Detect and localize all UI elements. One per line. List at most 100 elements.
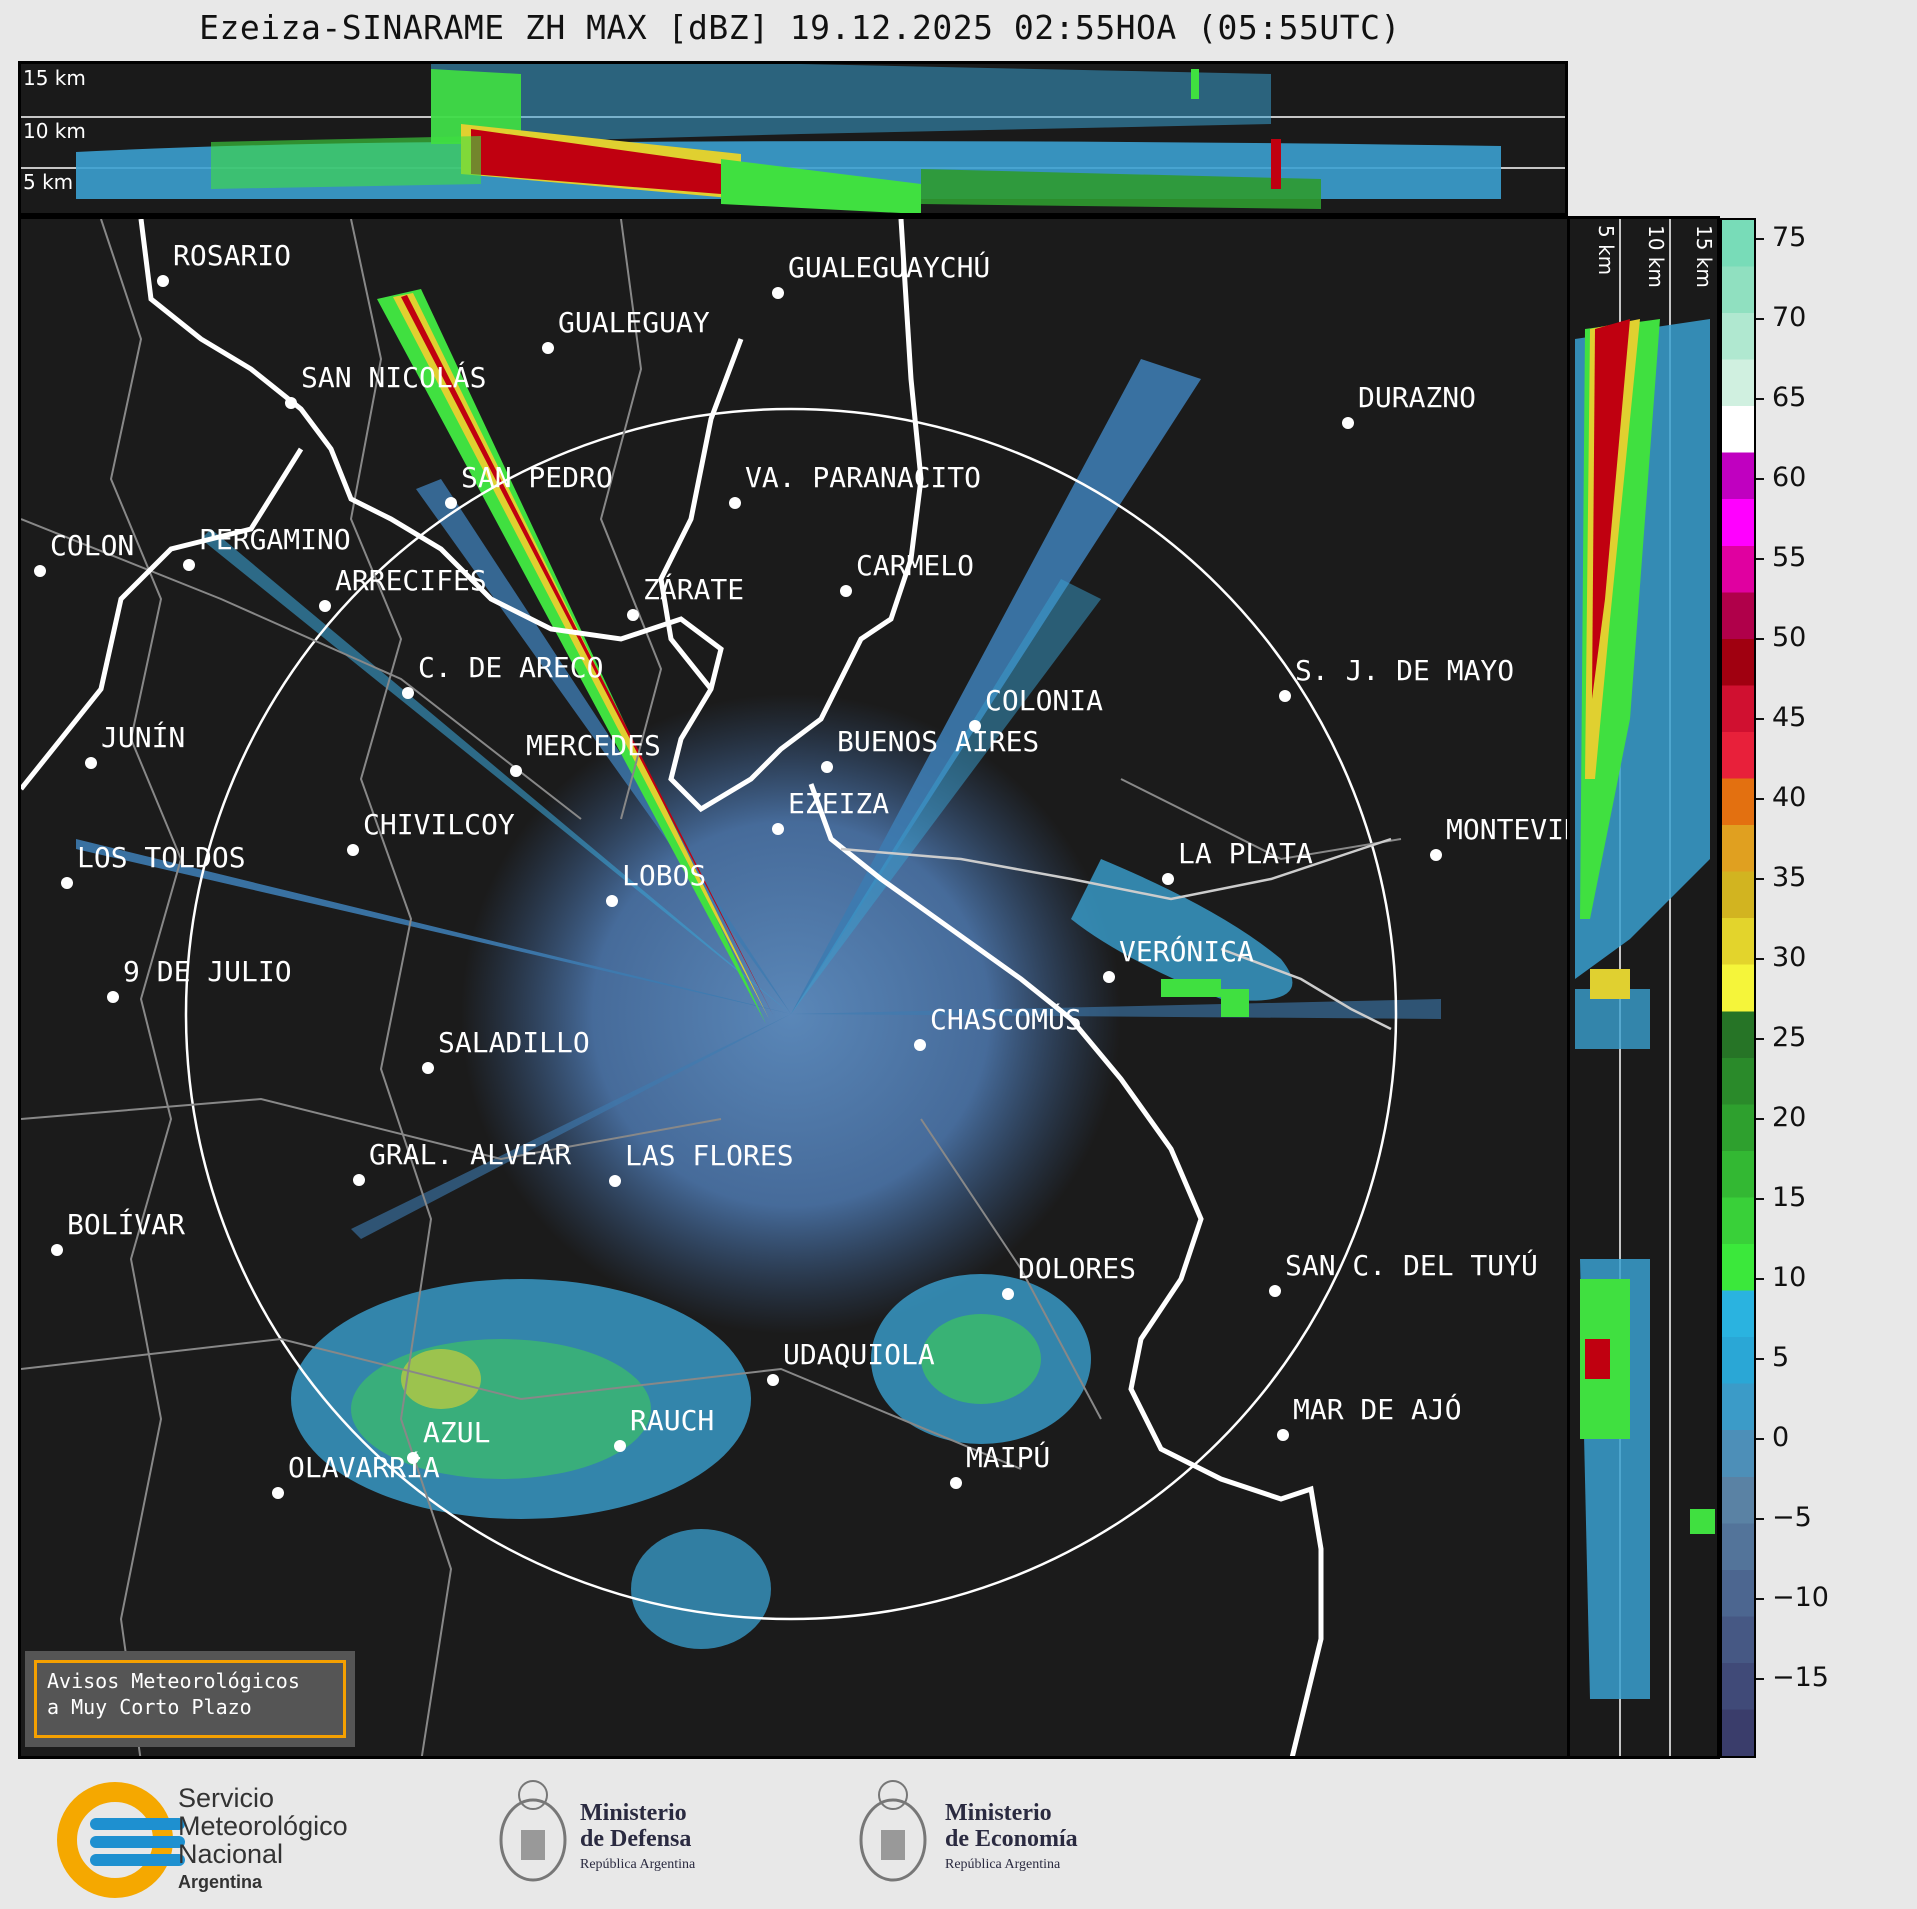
city-dot bbox=[729, 497, 741, 509]
city-dot bbox=[767, 1374, 779, 1386]
economia-line-3: República Argentina bbox=[945, 1857, 1061, 1872]
city-label: MERCEDES bbox=[526, 729, 661, 762]
city-label: ARRECIFES bbox=[335, 564, 487, 597]
city-label: CARMELO bbox=[856, 549, 974, 582]
city-dot bbox=[402, 687, 414, 699]
colorbar-tick-label: 15 bbox=[1756, 1182, 1806, 1213]
range-ring bbox=[184, 407, 1398, 1621]
smn-line-1: Servicio bbox=[178, 1783, 275, 1813]
city-marker[interactable]: GRAL. ALVEAR bbox=[353, 1138, 571, 1186]
echo-spoke-strong bbox=[377, 289, 766, 1024]
city-marker[interactable]: S. J. DE MAYO bbox=[1279, 654, 1514, 702]
city-marker[interactable]: MERCEDES bbox=[510, 729, 661, 777]
top-cross-section-plot bbox=[21, 64, 1565, 213]
side-cross-section: 5 km 10 km 15 km bbox=[1570, 216, 1720, 1759]
city-marker[interactable]: CARMELO bbox=[840, 549, 974, 597]
city-dot bbox=[1269, 1285, 1281, 1297]
radar-map-plot: ROSARIO GUALEGUAYCHÚ GUALEGUAY SAN NICOLÁS D… bbox=[21, 219, 1570, 1756]
city-marker[interactable]: ZÁRATE bbox=[627, 572, 744, 621]
city-marker[interactable]: RAUCH bbox=[614, 1404, 714, 1452]
city-label: MAR DE AJÓ bbox=[1293, 1392, 1462, 1426]
city-dot bbox=[422, 1062, 434, 1074]
city-marker[interactable]: EZEIZA bbox=[772, 787, 889, 835]
colorbar-tick-label: 55 bbox=[1756, 542, 1806, 573]
city-marker[interactable]: 9 DE JULIO bbox=[107, 955, 292, 1003]
city-marker[interactable]: COLON bbox=[34, 529, 134, 577]
city-marker[interactable]: UDAQUIOLA bbox=[767, 1338, 935, 1386]
city-marker[interactable]: DOLORES bbox=[1002, 1252, 1136, 1300]
aviso-line-2: a Muy Corto Plazo bbox=[47, 1695, 252, 1719]
aviso-box[interactable]: Avisos Meteorológicos a Muy Corto Plazo bbox=[25, 1651, 355, 1747]
city-label: JUNÍN bbox=[101, 720, 185, 754]
city-dot bbox=[51, 1244, 63, 1256]
city-marker[interactable]: PERGAMINO bbox=[183, 523, 351, 571]
city-marker[interactable]: AZUL bbox=[407, 1416, 490, 1464]
city-marker[interactable]: OLAVARRÍA bbox=[272, 1450, 440, 1499]
city-marker[interactable]: MONTEVIDEO bbox=[1430, 813, 1570, 861]
footer: Servicio Meteorológico Nacional Argentin… bbox=[0, 1760, 1917, 1909]
colorbar-tick-label: 75 bbox=[1756, 222, 1806, 253]
city-marker[interactable]: LA PLATA bbox=[1162, 837, 1313, 885]
city-dot bbox=[107, 991, 119, 1003]
city-marker[interactable]: LOS TOLDOS bbox=[61, 841, 246, 889]
city-label: AZUL bbox=[423, 1416, 490, 1449]
city-marker[interactable]: GUALEGUAY bbox=[542, 306, 710, 354]
city-marker[interactable]: C. DE ARECO bbox=[402, 651, 603, 699]
city-marker[interactable]: DURAZNO bbox=[1342, 381, 1476, 429]
economia-line-1: Ministerio bbox=[945, 1800, 1052, 1826]
city-marker[interactable]: LOBOS bbox=[606, 859, 706, 907]
city-marker[interactable]: VA. PARANACITO bbox=[729, 461, 981, 509]
city-dot bbox=[969, 720, 981, 732]
city-dot bbox=[1103, 971, 1115, 983]
city-marker[interactable]: GUALEGUAYCHÚ bbox=[772, 250, 990, 299]
city-marker[interactable]: MAIPÚ bbox=[950, 1440, 1050, 1489]
city-label: COLONIA bbox=[985, 684, 1103, 717]
city-dot bbox=[821, 761, 833, 773]
city-marker[interactable]: SAN NICOLÁS bbox=[285, 360, 486, 409]
city-marker[interactable]: ARRECIFES bbox=[319, 564, 487, 612]
city-marker[interactable]: VERÓNICA bbox=[1103, 934, 1254, 983]
colorbar-tick-label: −10 bbox=[1756, 1582, 1829, 1613]
city-marker[interactable]: MAR DE AJÓ bbox=[1277, 1392, 1462, 1441]
city-marker[interactable]: BOLÍVAR bbox=[51, 1207, 185, 1256]
city-marker[interactable]: LAS FLORES bbox=[609, 1139, 794, 1187]
height-label-15km: 15 km bbox=[23, 66, 86, 90]
city-dot bbox=[1342, 417, 1354, 429]
city-dot bbox=[353, 1174, 365, 1186]
radar-map[interactable]: ROSARIO GUALEGUAYCHÚ GUALEGUAY SAN NICOLÁS D… bbox=[18, 216, 1570, 1759]
city-marker[interactable]: SAN PEDRO bbox=[445, 461, 613, 509]
city-label: DOLORES bbox=[1018, 1252, 1136, 1285]
city-marker[interactable]: COLONIA bbox=[969, 684, 1103, 732]
city-marker[interactable]: BUENOS AIRES bbox=[821, 725, 1039, 773]
city-dot bbox=[183, 559, 195, 571]
defensa-seal-icon bbox=[499, 1780, 567, 1882]
city-marker[interactable]: CHIVILCOY bbox=[347, 808, 515, 856]
city-dot bbox=[840, 585, 852, 597]
city-dot bbox=[950, 1477, 962, 1489]
city-marker[interactable]: CHASCOMÚS bbox=[914, 1002, 1082, 1051]
city-label: DURAZNO bbox=[1358, 381, 1476, 414]
city-marker[interactable]: ROSARIO bbox=[157, 239, 291, 287]
city-label: UDAQUIOLA bbox=[783, 1338, 935, 1371]
side-label-5km: 5 km bbox=[1594, 225, 1618, 276]
colorbar-tick-label: 70 bbox=[1756, 302, 1806, 333]
city-label: GRAL. ALVEAR bbox=[369, 1138, 571, 1171]
city-label: CHIVILCOY bbox=[363, 808, 515, 841]
smn-name: Servicio Meteorológico Nacional Argentin… bbox=[178, 1784, 348, 1896]
city-dot bbox=[542, 342, 554, 354]
city-label: ZÁRATE bbox=[643, 572, 744, 606]
smn-line-3: Nacional bbox=[178, 1839, 284, 1869]
defensa-line-3: República Argentina bbox=[580, 1857, 696, 1872]
city-label: COLON bbox=[50, 529, 134, 562]
side-cross-section-plot bbox=[1575, 219, 1715, 1756]
defensa-line-1: Ministerio bbox=[580, 1800, 687, 1826]
city-marker[interactable]: SALADILLO bbox=[422, 1026, 590, 1074]
city-dot bbox=[627, 609, 639, 621]
city-label: GUALEGUAY bbox=[558, 306, 710, 339]
city-dot bbox=[609, 1175, 621, 1187]
city-marker[interactable]: SAN C. DEL TUYÚ bbox=[1269, 1248, 1538, 1297]
city-label: CHASCOMÚS bbox=[930, 1002, 1082, 1036]
city-marker[interactable]: JUNÍN bbox=[85, 720, 185, 769]
city-label: MONTEVIDEO bbox=[1446, 813, 1570, 846]
city-layer: ROSARIO GUALEGUAYCHÚ GUALEGUAY SAN NICOLÁS D… bbox=[34, 239, 1570, 1499]
